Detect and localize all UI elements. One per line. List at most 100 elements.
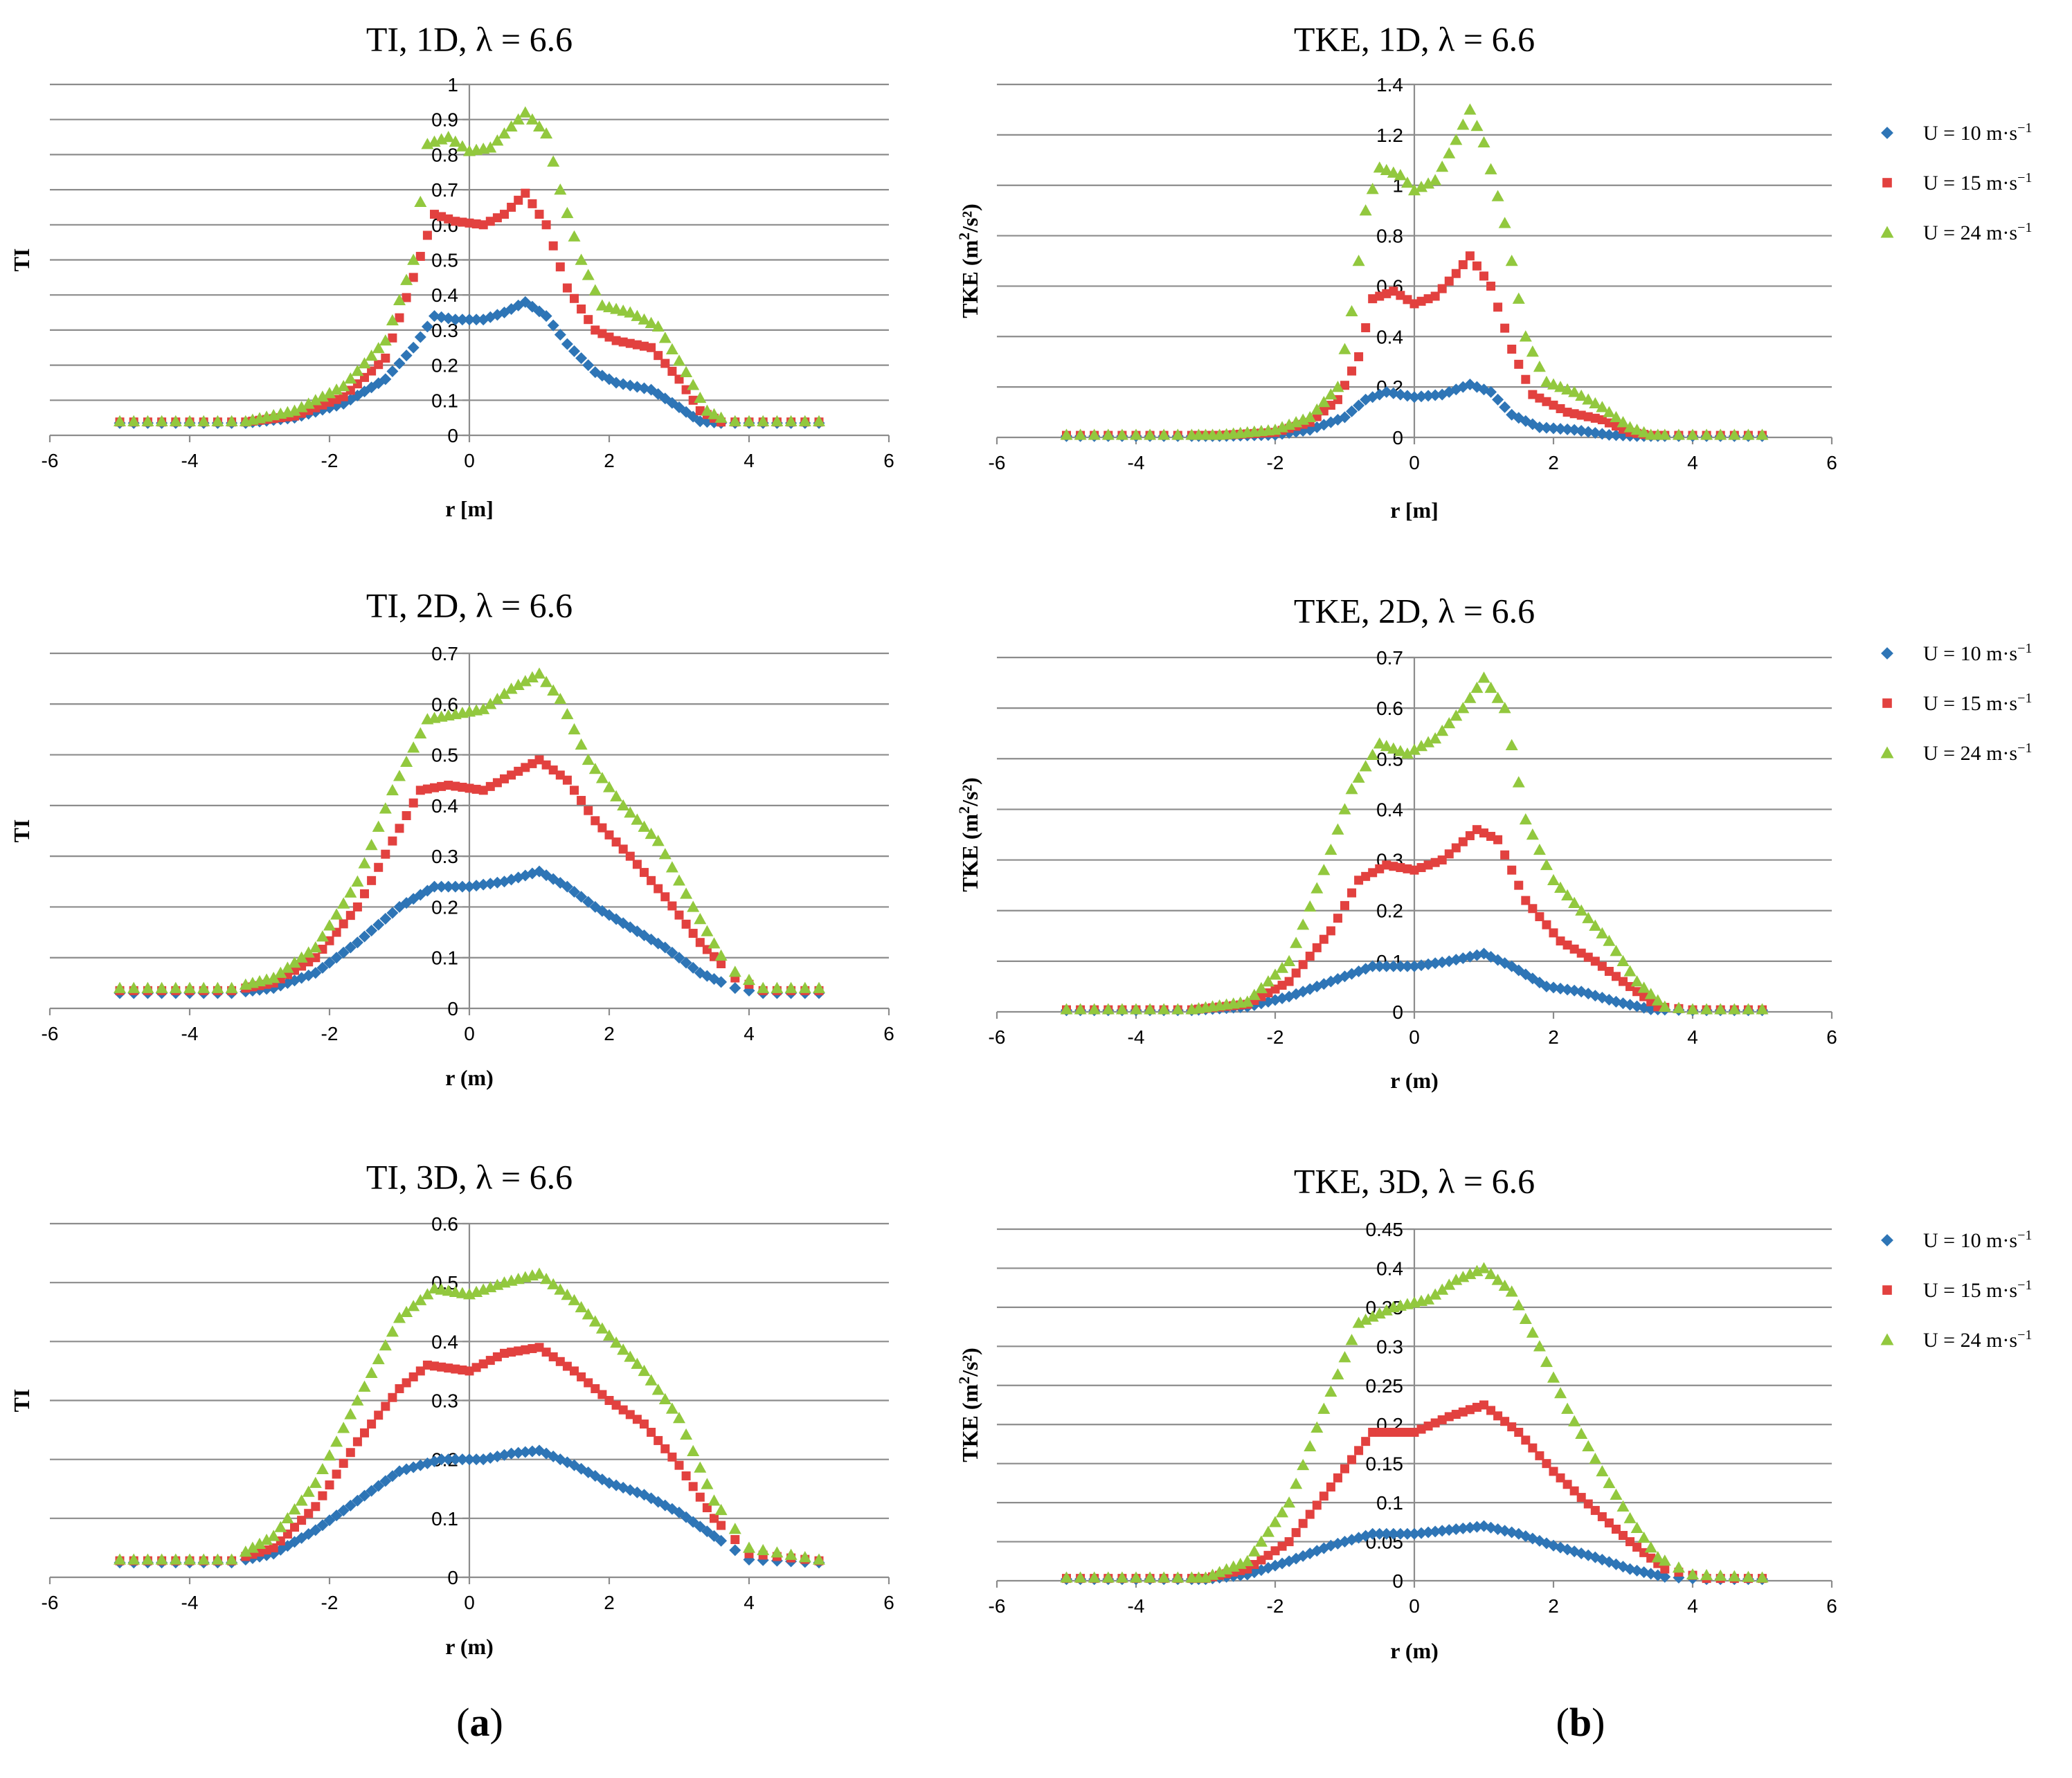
- data-point: [1422, 736, 1435, 747]
- data-point: [344, 1499, 357, 1512]
- data-point: [1533, 421, 1546, 433]
- data-point: [141, 981, 154, 993]
- data-point: [1556, 403, 1565, 413]
- data-point: [577, 1372, 586, 1381]
- data-point: [582, 1308, 595, 1320]
- data-point: [500, 210, 509, 219]
- data-point: [1354, 876, 1364, 885]
- data-point: [1340, 381, 1349, 390]
- data-point: [654, 351, 663, 361]
- data-point: [1623, 421, 1637, 433]
- data-point: [1742, 1570, 1755, 1582]
- data-point: [1283, 1496, 1296, 1508]
- y-tick-label: 0.7: [431, 643, 458, 664]
- data-point: [680, 365, 693, 377]
- data-point: [1493, 1411, 1503, 1421]
- data-point: [588, 1315, 602, 1327]
- data-point: [388, 836, 397, 846]
- data-point: [1540, 980, 1553, 992]
- data-point: [1429, 1288, 1442, 1300]
- data-point: [1742, 428, 1755, 440]
- data-point: [588, 763, 602, 774]
- data-point: [582, 753, 595, 765]
- data-point: [1361, 323, 1371, 333]
- data-point: [540, 310, 552, 323]
- data-point: [584, 315, 593, 325]
- data-point: [507, 202, 516, 212]
- data-point: [1632, 987, 1642, 997]
- data-point: [141, 1553, 154, 1565]
- data-point: [1714, 1569, 1727, 1581]
- data-point: [1576, 948, 1586, 958]
- data-point: [1304, 410, 1317, 423]
- data-point: [1658, 428, 1671, 440]
- data-point: [477, 878, 489, 891]
- data-point: [521, 188, 530, 198]
- data-point: [1485, 385, 1497, 398]
- x-tick-label: 0: [1409, 452, 1420, 473]
- data-point: [1623, 1512, 1637, 1523]
- data-point: [584, 806, 593, 815]
- data-point: [534, 1343, 544, 1352]
- x-tick-label: 0: [1409, 1026, 1420, 1048]
- y-tick-label: 0.1: [431, 390, 458, 411]
- data-point: [632, 340, 642, 350]
- legend-label: U = 24 m·s−1: [1923, 220, 2032, 244]
- y-tick-label: 0.6: [431, 1213, 458, 1235]
- data-point: [400, 1305, 413, 1317]
- data-point: [1367, 1527, 1379, 1540]
- x-tick-label: -2: [1267, 1595, 1284, 1617]
- data-point: [498, 127, 511, 139]
- x-tick-label: -4: [1128, 1026, 1145, 1048]
- data-point: [309, 967, 322, 979]
- data-point: [505, 1447, 518, 1460]
- data-point: [1261, 1525, 1274, 1537]
- data-point: [694, 391, 707, 403]
- data-point: [1597, 961, 1607, 971]
- data-point: [665, 1402, 678, 1414]
- data-point: [1619, 977, 1628, 986]
- y-tick-label: 0.6: [1376, 698, 1403, 719]
- data-point: [1331, 381, 1344, 392]
- data-point: [1499, 401, 1511, 413]
- data-point: [330, 952, 343, 964]
- data-point: [680, 956, 692, 969]
- data-point: [1263, 1550, 1273, 1560]
- data-point: [388, 333, 397, 343]
- data-point: [757, 981, 770, 993]
- data-point: [1423, 294, 1433, 304]
- data-point: [421, 1288, 434, 1300]
- data-point: [771, 1546, 784, 1558]
- data-point: [534, 755, 544, 765]
- data-point: [631, 1357, 644, 1369]
- data-point: [540, 127, 553, 139]
- data-point: [1430, 1418, 1440, 1428]
- data-point: [1277, 1541, 1287, 1551]
- data-point: [1505, 738, 1518, 750]
- data-point: [673, 874, 685, 886]
- data-point: [1333, 1473, 1342, 1482]
- data-point: [393, 1312, 406, 1323]
- data-point: [665, 861, 678, 873]
- data-point: [1498, 217, 1511, 228]
- data-point: [367, 876, 377, 885]
- data-point: [695, 938, 705, 947]
- data-point: [351, 1494, 363, 1507]
- data-point: [302, 1485, 315, 1497]
- data-point: [1326, 1482, 1335, 1492]
- data-point: [525, 113, 539, 125]
- data-point: [1463, 691, 1477, 703]
- data-point: [771, 415, 784, 426]
- data-point: [1361, 871, 1371, 881]
- data-point: [694, 1461, 707, 1473]
- data-point: [491, 692, 504, 705]
- x-tick-label: 6: [883, 1592, 894, 1613]
- data-point: [1644, 1541, 1657, 1553]
- data-point: [1542, 397, 1551, 406]
- data-point: [784, 415, 798, 426]
- data-point: [1367, 960, 1379, 972]
- data-point: [1477, 1262, 1490, 1273]
- data-point: [1352, 1316, 1365, 1328]
- x-tick-label: 6: [1826, 1595, 1837, 1617]
- y-tick-label: 0.5: [431, 250, 458, 271]
